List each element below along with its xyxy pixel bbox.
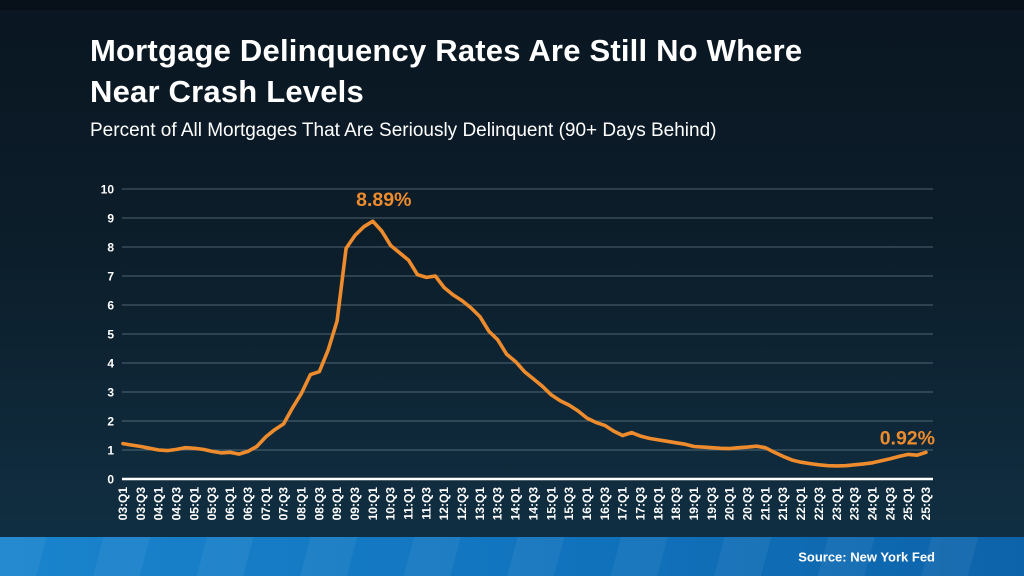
page-title-line-1: Mortgage Delinquency Rates Are Still No … [90, 33, 803, 68]
x-tick-label: 18:Q1 [651, 487, 665, 521]
x-tick-label: 08:Q1 [294, 487, 308, 521]
x-tick-label: 04:Q1 [152, 487, 166, 521]
y-tick-label: 7 [107, 270, 114, 284]
y-axis-labels: 0 1 2 3 4 5 6 7 8 9 10 [101, 183, 115, 487]
x-tick-label: 21:Q1 [758, 487, 772, 521]
x-tick-label: 13:Q1 [473, 487, 487, 521]
end-annotation: 0.92% [880, 427, 935, 449]
x-tick-label: 06:Q3 [241, 487, 255, 521]
x-tick-label: 22:Q1 [794, 487, 808, 521]
x-tick-label: 09:Q3 [348, 487, 362, 521]
x-tick-label: 20:Q1 [723, 487, 737, 521]
y-tick-label: 2 [107, 415, 114, 429]
x-tick-label: 23:Q3 [848, 487, 862, 521]
x-tick-label: 05:Q3 [205, 487, 219, 521]
x-tick-label: 15:Q1 [544, 487, 558, 521]
top-strip [0, 0, 1024, 10]
y-tick-label: 6 [107, 299, 114, 313]
footer-bar: Source: New York Fed [0, 537, 1024, 576]
y-tick-label: 1 [107, 444, 114, 458]
y-tick-label: 9 [107, 212, 114, 226]
x-tick-label: 17:Q3 [633, 487, 647, 521]
x-tick-label: 20:Q3 [741, 487, 755, 521]
x-tick-label: 16:Q1 [580, 487, 594, 521]
x-tick-label: 07:Q3 [277, 487, 291, 521]
x-tick-label: 17:Q1 [616, 487, 630, 521]
x-tick-label: 11:Q3 [419, 487, 433, 520]
x-tick-label: 15:Q3 [562, 487, 576, 521]
x-tick-label: 23:Q1 [830, 487, 844, 521]
y-tick-label: 3 [107, 386, 114, 400]
x-tick-label: 14:Q3 [526, 487, 540, 521]
y-tick-label: 4 [107, 357, 114, 371]
peak-annotation: 8.89% [356, 189, 411, 211]
x-tick-label: 18:Q3 [669, 487, 683, 521]
x-tick-label: 19:Q3 [705, 487, 719, 521]
x-tick-label: 13:Q3 [491, 487, 505, 521]
x-tick-label: 10:Q1 [366, 487, 380, 521]
x-tick-label: 22:Q3 [812, 487, 826, 521]
x-tick-label: 06:Q1 [223, 487, 237, 521]
page-title: Mortgage Delinquency Rates Are Still No … [90, 30, 802, 112]
x-tick-label: 03:Q3 [134, 487, 148, 521]
x-tick-label: 04:Q3 [170, 487, 184, 521]
x-tick-label: 09:Q1 [330, 487, 344, 521]
y-tick-label: 10 [101, 183, 115, 197]
x-tick-label: 25:Q1 [901, 487, 915, 521]
x-tick-label: 11:Q1 [402, 487, 416, 520]
x-tick-label: 24:Q3 [883, 487, 897, 521]
source-label: Source: New York Fed [798, 549, 935, 564]
page-title-line-2: Near Crash Levels [90, 74, 364, 109]
x-tick-label: 12:Q1 [437, 487, 451, 521]
x-tick-label: 07:Q1 [259, 487, 273, 521]
delinquency-line [121, 219, 928, 468]
x-axis-labels: 03:Q1 03:Q3 04:Q1 04:Q3 05:Q1 05:Q3 06:Q1 06:Q3… [116, 487, 933, 521]
gridlines [122, 188, 933, 481]
x-tick-label: 24:Q1 [865, 487, 879, 521]
y-tick-label: 0 [107, 473, 114, 487]
x-tick-label: 16:Q3 [598, 487, 612, 521]
y-tick-label: 8 [107, 241, 114, 255]
x-tick-label: 03:Q1 [116, 487, 130, 521]
chart-subtitle: Percent of All Mortgages That Are Seriou… [90, 120, 717, 141]
x-tick-label: 05:Q1 [187, 487, 201, 521]
x-tick-label: 12:Q3 [455, 487, 469, 521]
x-tick-label: 10:Q3 [384, 487, 398, 521]
x-tick-label: 21:Q3 [776, 487, 790, 521]
x-tick-label: 25:Q3 [919, 487, 933, 521]
x-tick-label: 14:Q1 [509, 487, 523, 521]
y-tick-label: 5 [107, 328, 114, 342]
x-tick-label: 08:Q3 [312, 487, 326, 521]
x-tick-label: 19:Q1 [687, 487, 701, 521]
